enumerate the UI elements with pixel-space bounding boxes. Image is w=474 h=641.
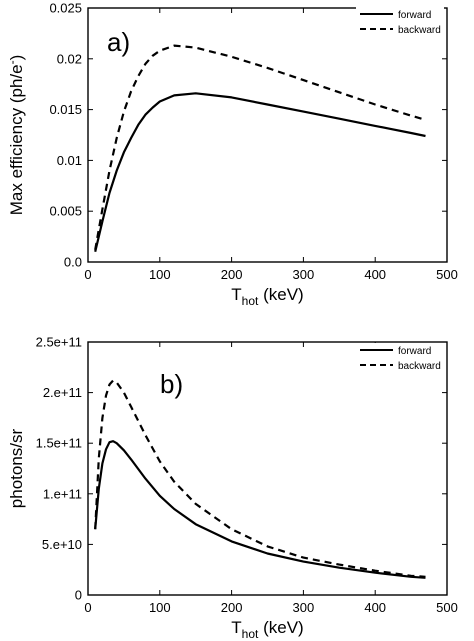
- y-tick-label: 0.005: [49, 204, 82, 219]
- y-axis-label-main: photons/sr: [7, 428, 26, 508]
- x-tick-label: 400: [364, 267, 386, 282]
- y-tick-label: 5.e+10: [42, 537, 82, 552]
- plot-frame: [88, 342, 447, 595]
- y-tick-label: 0.01: [57, 153, 82, 168]
- legend-label-forward: forward: [398, 346, 431, 357]
- x-tick-label: 500: [436, 600, 458, 615]
- legend: forward backward: [356, 7, 444, 41]
- plot-frame: [88, 8, 447, 262]
- y-axis-label-close: ): [7, 55, 26, 61]
- y-axis-label: Max efficiency (ph/e-): [5, 55, 26, 216]
- x-tick-label: 0: [84, 600, 91, 615]
- x-tick-label: 300: [293, 600, 315, 615]
- y-tick-label: 0: [75, 588, 82, 603]
- x-axis-label: Thot (keV): [231, 285, 303, 308]
- series-line-forward: [95, 93, 425, 252]
- x-tick-label: 100: [149, 600, 171, 615]
- chart-panel-1: 0 100 200 300 400 500 0 5.e+10 1.e+11 1.5e+11 2.e+…: [7, 335, 458, 641]
- x-tick-label: 100: [149, 267, 171, 282]
- x-tick-label: 200: [221, 600, 243, 615]
- y-tick-label: 0.025: [49, 1, 82, 16]
- x-axis-label: Thot (keV): [231, 618, 303, 641]
- y-tick-label: 1.5e+11: [36, 436, 82, 451]
- panel-label: b): [160, 369, 183, 399]
- legend: forward backward: [356, 343, 444, 377]
- y-tick-label: 2.e+11: [43, 385, 82, 400]
- x-tick-label: 200: [221, 267, 243, 282]
- y-tick-label: 2.5e+11: [36, 335, 82, 350]
- legend-label-backward: backward: [398, 25, 441, 36]
- x-axis-label-subscript: hot: [242, 294, 259, 308]
- legend-label-forward: forward: [398, 10, 431, 21]
- y-tick-label: 1.e+11: [43, 486, 82, 501]
- chart-panel-0: 0 100 200 300 400 500 0.0 0.005 0.01 0.015 0.02 0.0…: [5, 1, 458, 309]
- x-tick-label: 0: [84, 267, 91, 282]
- x-tick-label: 300: [293, 267, 315, 282]
- y-tick-label: 0.0: [64, 255, 82, 270]
- y-axis-label: photons/sr: [7, 428, 26, 508]
- x-axis-label-main: T: [231, 285, 241, 304]
- series-line-backward: [95, 46, 425, 250]
- panel-label: a): [107, 27, 130, 57]
- series-line-forward: [95, 441, 425, 578]
- x-axis-label-unit: (keV): [258, 285, 303, 304]
- x-tick-label: 500: [436, 267, 458, 282]
- x-axis-label-main: T: [231, 618, 241, 637]
- y-axis-label-main: Max efficiency (ph/e: [7, 64, 26, 215]
- legend-label-backward: backward: [398, 361, 441, 372]
- x-axis-label-subscript: hot: [242, 627, 259, 641]
- x-axis-label-unit: (keV): [258, 618, 303, 637]
- y-tick-label: 0.015: [49, 102, 82, 117]
- y-tick-label: 0.02: [57, 51, 82, 66]
- x-tick-label: 400: [364, 600, 386, 615]
